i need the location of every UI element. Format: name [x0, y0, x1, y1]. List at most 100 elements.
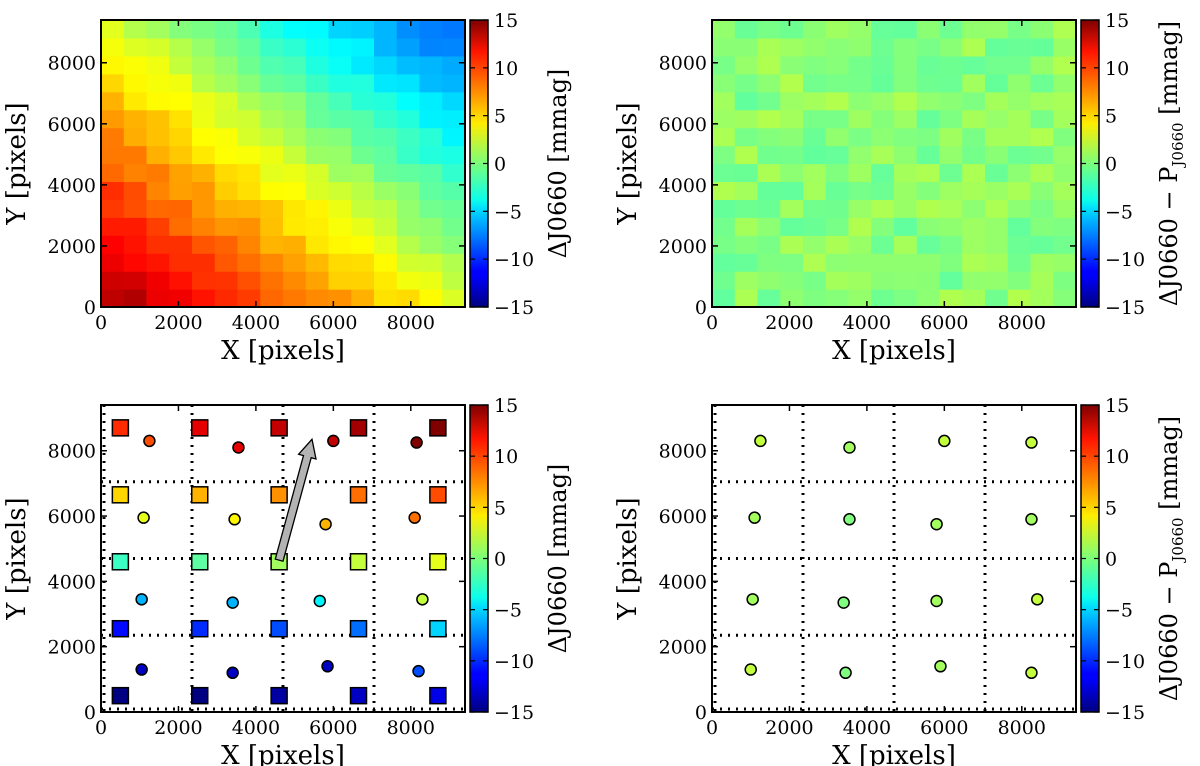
colorbar-tick-label: 15 [1105, 10, 1129, 32]
heatmap-cell [962, 73, 986, 93]
colorbar-tick-label: 0 [494, 154, 506, 176]
heatmap-cell [328, 235, 352, 254]
y-tick-label: 2000 [48, 236, 96, 258]
heatmap-cell [442, 73, 466, 93]
heatmap-cell [260, 37, 284, 57]
heatmap-cell [328, 37, 352, 57]
y-tick-label: 6000 [48, 506, 96, 528]
heatmap-cell [1007, 217, 1032, 236]
heatmap-cell [192, 55, 216, 75]
heatmap-cell [1053, 37, 1077, 57]
heatmap-cell [351, 73, 375, 93]
heatmap-cell [1030, 235, 1054, 254]
heatmap-cell [419, 145, 443, 165]
heatmap-cell [237, 181, 261, 200]
heatmap-cell [985, 73, 1009, 93]
scatter-square [111, 553, 130, 571]
scatter-square [429, 619, 447, 638]
heatmap-cell [1030, 37, 1054, 57]
heatmap-cell [146, 145, 170, 165]
scatter-square [349, 419, 368, 437]
x-tick-label: 8000 [387, 717, 435, 739]
heatmap-cell [734, 91, 759, 111]
heatmap-cell [260, 20, 284, 39]
heatmap-cell [328, 217, 352, 236]
colorbar-tick-label: 0 [494, 549, 506, 571]
heatmap-cell [169, 217, 193, 236]
heatmap-cell [871, 127, 895, 147]
heatmap-cell [283, 91, 307, 111]
y-tick-label: 6000 [659, 114, 707, 136]
heatmap-cell [894, 289, 918, 308]
colorbar-tick-label: −5 [1105, 600, 1133, 622]
heatmap-cell [1007, 91, 1032, 111]
heatmap-cell [442, 127, 466, 147]
y-tick-label: 0 [695, 702, 707, 724]
heatmap-cell [328, 163, 352, 183]
heatmap-cell [894, 235, 918, 254]
scatter-circle [930, 517, 943, 531]
heatmap-cell [894, 199, 918, 218]
heatmap-cell [283, 37, 307, 57]
heatmap-cell [803, 181, 827, 200]
heatmap-cell [848, 73, 872, 93]
heatmap-cell [192, 37, 216, 57]
heatmap-cell [803, 271, 827, 290]
scatter-circle [843, 441, 856, 454]
heatmap-cell [712, 109, 736, 129]
heatmap-cell [123, 253, 148, 272]
heatmap-cell [803, 199, 827, 218]
heatmap-cell [712, 253, 736, 272]
panel-top-left-content: 0 2000 4000 6000 8000 0 2000 4000 6000 8000 X [pix… [2, 10, 572, 366]
heatmap-cell [916, 73, 941, 93]
heatmap-cell [871, 217, 895, 236]
x-tick-label: 6000 [309, 312, 357, 334]
heatmap-cell [916, 199, 941, 218]
heatmap-cell [214, 55, 239, 75]
heatmap-cell [734, 163, 759, 183]
heatmap-cell [283, 271, 307, 290]
heatmap-cell [374, 217, 398, 236]
scatter-square [349, 486, 368, 504]
heatmap-cell [169, 37, 193, 57]
heatmap-cell [939, 37, 963, 57]
colorbar-label: ΔJ0660 − PJ0660 [mmag] [1155, 416, 1187, 701]
heatmap-cell [237, 37, 261, 57]
heatmap-cell [1007, 127, 1032, 147]
heatmap-cell [939, 163, 963, 183]
heatmap-cell [871, 73, 895, 93]
colorbar-label: ΔJ0660 [mmag] [544, 464, 572, 654]
heatmap-cell [192, 199, 216, 218]
colorbar-tick-label: 10 [1105, 446, 1129, 468]
heatmap-cell [260, 235, 284, 254]
heatmap-cell [939, 181, 963, 200]
x-tick-label: 4000 [232, 312, 280, 334]
heatmap-cell [780, 217, 804, 236]
x-tick-label: 2000 [154, 312, 202, 334]
heatmap-cell [734, 253, 759, 272]
heatmap-cell [305, 181, 330, 200]
heatmap-cell [962, 289, 986, 308]
heatmap-cell [985, 55, 1009, 75]
scatter-square [349, 686, 368, 705]
heatmap-cell [283, 145, 307, 165]
heatmap-cell [351, 217, 375, 236]
heatmap-cell [803, 163, 827, 183]
heatmap-cell [419, 20, 443, 39]
heatmap-cell [803, 20, 827, 39]
heatmap-cell [780, 20, 804, 39]
heatmap-cell [123, 73, 148, 93]
colorbar-label: ΔJ0660 [mmag] [544, 69, 572, 259]
heatmap-cell [351, 91, 375, 111]
heatmap-cell [283, 217, 307, 236]
y-tick-label: 8000 [48, 53, 96, 75]
scatter-square [190, 486, 209, 504]
heatmap-cell [260, 253, 284, 272]
heatmap-cell [916, 20, 941, 39]
heatmap-cell [825, 37, 850, 57]
heatmap-cell [757, 127, 781, 147]
heatmap-cell [237, 91, 261, 111]
colorbar-tick-label: 0 [1105, 549, 1117, 571]
heatmap-cell [237, 199, 261, 218]
heatmap-cell [985, 217, 1009, 236]
